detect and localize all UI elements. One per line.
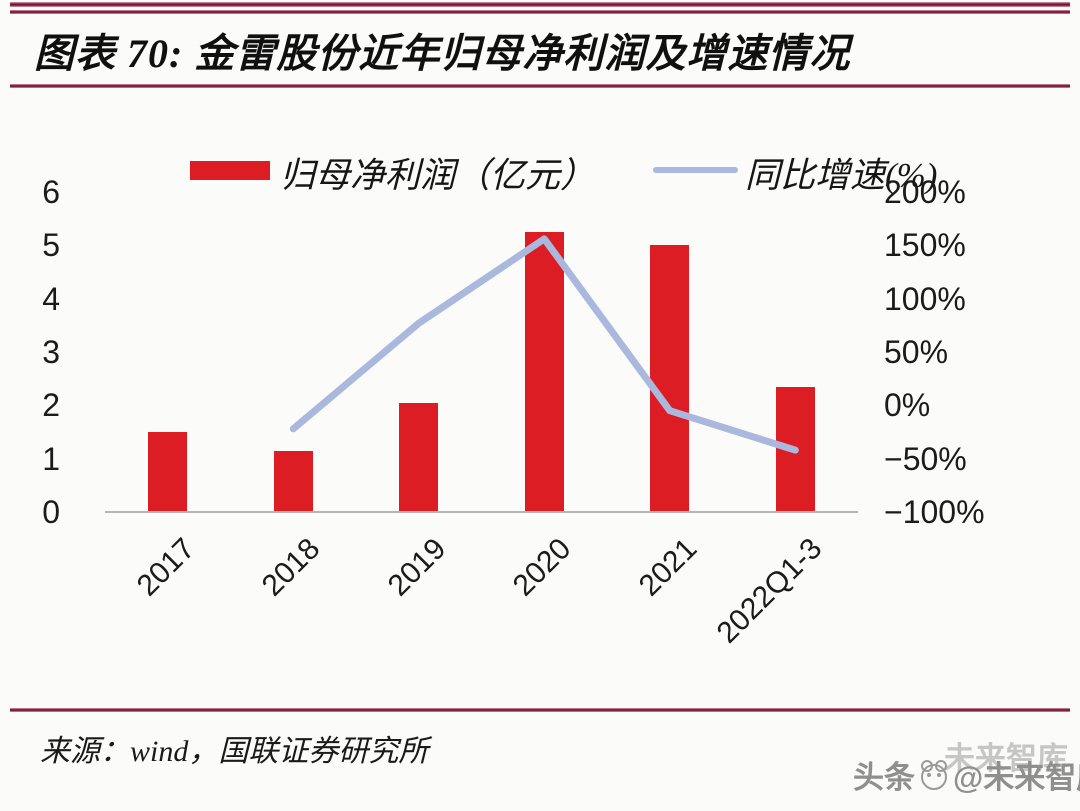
x-axis-line	[105, 511, 858, 513]
x-axis-label-2019: 2019	[381, 532, 453, 603]
toutiao-panda-logo-icon	[917, 758, 951, 792]
right-axis-tick-100: 100%	[884, 280, 966, 317]
profit-bar-2019	[399, 402, 439, 512]
right-axis-tick-150: 150%	[884, 227, 966, 264]
x-axis-label-2018: 2018	[256, 532, 327, 603]
profit-bar-2017	[148, 432, 188, 512]
left-axis-tick-5: 5	[42, 227, 60, 264]
left-axis-tick-3: 3	[42, 334, 60, 370]
figure-title: 图表 70: 金雷股份近年归母净利润及增速情况	[34, 31, 851, 76]
left-axis-tick-2: 2	[42, 387, 60, 424]
legend-line-swatch	[653, 167, 738, 173]
title-divider-rule	[10, 84, 1070, 88]
profit-bar-2021	[650, 245, 690, 512]
right-axis-tick-0: 0%	[884, 387, 931, 424]
left-axis-tick-1: 1	[42, 440, 60, 477]
source-text: 来源：wind，国联证券研究所	[40, 735, 429, 768]
left-axis-tick-0: 0	[42, 494, 60, 530]
right-axis-tick--100: −100%	[884, 494, 985, 530]
right-axis-tick--50: −50%	[884, 440, 967, 477]
x-axis-label-2021: 2021	[632, 532, 704, 603]
right-axis-tick-50: 50%	[884, 334, 949, 370]
watermark-ghost-text: 未来智库	[944, 741, 1068, 776]
legend-bar-swatch	[190, 161, 270, 180]
legend-line-label: 同比增速(%)	[745, 156, 938, 195]
x-axis-label-2022Q1-3: 2022Q1-3	[710, 532, 829, 650]
watermark: 头条 @未来智库	[853, 752, 1080, 797]
profit-bar-2022Q1-3	[775, 386, 815, 512]
left-axis-tick-4: 4	[42, 280, 60, 317]
watermark-suffix: @未来智库	[953, 760, 1080, 795]
top-rule-outer	[10, 2, 1070, 7]
x-axis-label-2020: 2020	[507, 532, 578, 603]
top-rule-inner	[10, 10, 1070, 14]
watermark-prefix: 头条	[853, 760, 915, 795]
bottom-rule	[10, 708, 1070, 712]
profit-bar-2020	[524, 232, 564, 512]
legend-bar-label: 归母净利润（亿元）	[280, 156, 596, 195]
x-axis-label-2017: 2017	[130, 532, 202, 603]
right-axis-tick-200: 200%	[884, 174, 966, 210]
left-axis-tick-6: 6	[42, 174, 60, 210]
profit-bar-2018	[273, 450, 313, 512]
